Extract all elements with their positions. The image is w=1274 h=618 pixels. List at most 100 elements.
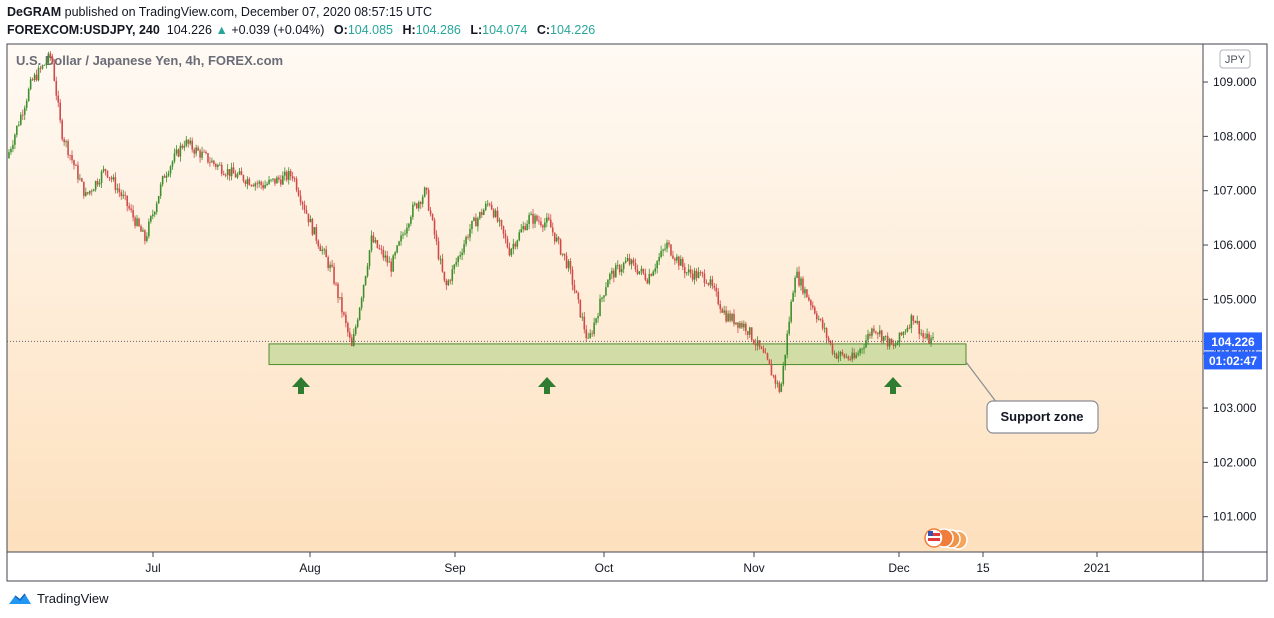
support-zone-callout[interactable]: Support zone [965,361,1099,434]
candle-body [471,220,473,230]
candle [812,301,814,310]
candle [644,268,647,282]
candle-body [282,175,284,185]
publisher-name[interactable]: DeGRAM [7,5,62,19]
candle [416,202,418,210]
candle [295,176,298,193]
candle [274,178,276,186]
candle [699,270,702,276]
candle-body [461,252,463,256]
candle [47,51,50,66]
candle [282,171,284,185]
candle [498,217,501,227]
candle-body [678,256,680,266]
candle-body [169,166,172,174]
candle-body [75,165,77,167]
candle [254,181,257,191]
candle-body [410,216,412,224]
candle-body [754,343,757,346]
candle [167,170,170,178]
candle-body [528,215,530,225]
candle [21,109,24,121]
candle [711,275,714,290]
candle [626,253,629,262]
candle-body [579,299,582,318]
candle-body [890,338,893,345]
candle [153,211,156,218]
candle-body [697,272,700,278]
candle [723,305,725,316]
candle-body [477,218,479,227]
candle [345,311,347,328]
candle [784,354,787,371]
candle-body [437,241,440,260]
candle-body [630,259,633,265]
candle-body [857,353,859,355]
time-axis[interactable]: Jul Aug Sep Oct Nov Dec 15 2021 [145,552,1111,575]
candle-body [768,359,771,365]
candle-body [392,255,394,272]
candle [614,262,617,278]
candle [169,165,172,178]
candle-body [459,255,461,257]
candle-body [431,214,434,220]
candle [392,254,394,272]
candle-body [165,175,168,178]
candle [882,336,885,344]
candle [559,238,562,256]
candle [88,190,91,196]
candle [384,250,387,262]
candle [144,229,146,245]
candle-body [711,279,714,287]
candle [240,167,243,176]
candle-body [741,323,743,328]
candle [329,261,331,273]
candle [607,278,609,288]
support-zone-rect[interactable] [268,343,967,366]
candle-body [384,255,387,258]
candle-body [364,276,367,285]
candle [508,242,511,257]
candle [232,162,235,174]
candle-body [593,322,595,335]
candle [865,334,867,349]
candle-body [65,141,67,143]
candle [376,239,379,249]
candle-body [737,322,739,328]
candle [203,149,205,153]
candle-body [419,202,422,204]
candle-body [220,164,223,174]
candle [463,239,465,255]
time-tick-label: Jul [145,561,160,575]
candle-body [597,316,599,319]
candle [530,211,532,216]
candle [743,320,745,331]
candle [57,90,60,108]
brand-footer[interactable]: TradingView [8,591,109,606]
candle-body [217,164,219,167]
countdown-badge-text: 01:02:47 [1209,354,1257,368]
candle-body [25,100,28,108]
symbol-name[interactable]: FOREXCOM:USDJPY, 240 [7,23,160,37]
candle [585,325,588,343]
candle-body [264,185,266,189]
candle [447,278,450,286]
candle-body [81,178,83,182]
candle [906,325,909,333]
price-axis[interactable]: 101.000102.000103.000104.000105.000106.0… [1203,75,1257,524]
economic-events-icon[interactable] [924,528,968,550]
candle-body [185,139,188,146]
candle-body [498,220,501,222]
candle-body [555,237,558,242]
candle [138,217,140,228]
candle-body [601,297,603,299]
candle [825,327,828,344]
candle-body [417,202,420,209]
candle-body [163,176,166,178]
candle [650,273,653,277]
candle-body [782,365,785,384]
candle [555,234,558,243]
candle-body [8,152,10,159]
candle-body [812,305,814,308]
